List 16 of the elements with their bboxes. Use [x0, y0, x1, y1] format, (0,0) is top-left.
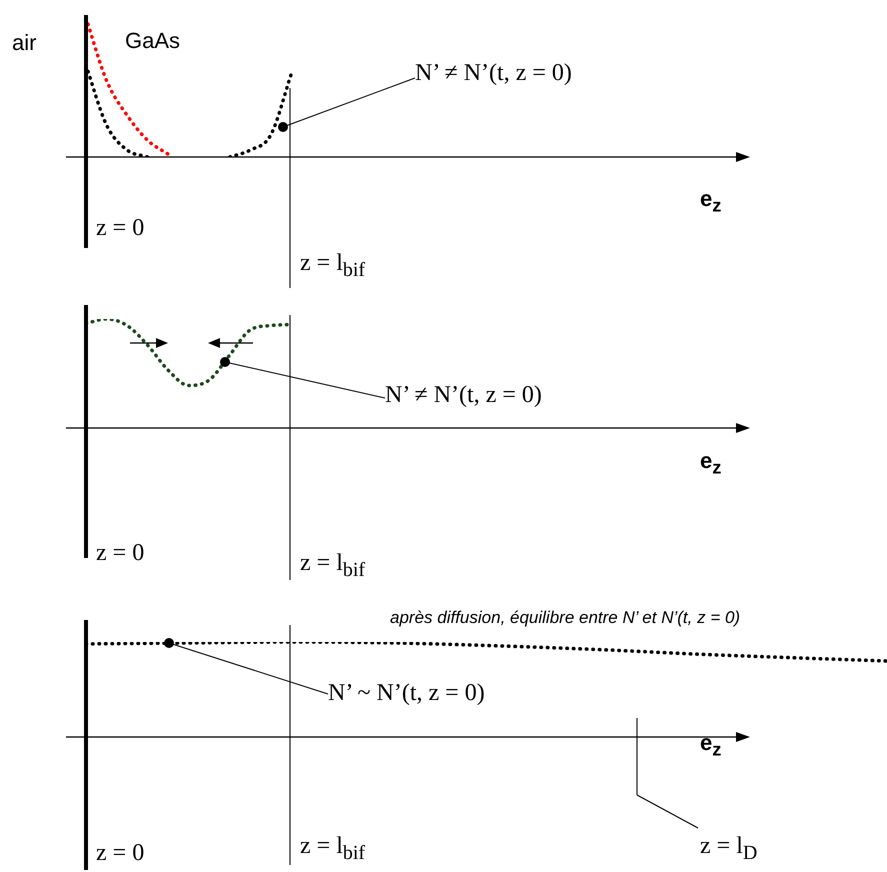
text: après diffusion, équilibre entre N’ et N’(t, z = 0) [390, 608, 740, 628]
text: air [12, 30, 36, 56]
text: z = l$_{bif}$ [300, 833, 366, 865]
x-axis-title: e$_{z}$ [700, 730, 722, 760]
text: z = l$_{bif}$ [300, 550, 366, 582]
x-axis-title: e$_{z}$ [700, 186, 722, 216]
annotation: N’ ≠ N’(t, z = 0) [385, 382, 542, 409]
annotation: GaAs [125, 28, 180, 54]
text: z = 0 [96, 840, 144, 867]
annotation: N’ ≠ N’(t, z = 0) [415, 60, 572, 87]
text: z = l$_{bif}$ [300, 250, 366, 282]
text: z = 0 [96, 540, 144, 567]
annotation: N’ ~ N’(t, z = 0) [328, 680, 485, 707]
text: z = l$_{D}$ [700, 833, 758, 865]
text: z = 0 [96, 215, 144, 242]
x-axis-title: e$_{z}$ [700, 448, 722, 478]
